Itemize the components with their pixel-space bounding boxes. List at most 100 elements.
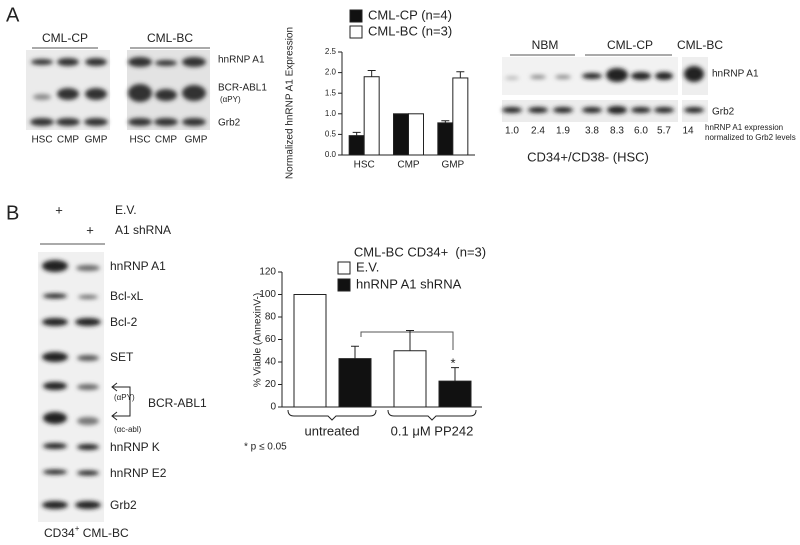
caption: CD34+ CML-BC — [44, 524, 129, 540]
x-tick-label: GMP — [441, 160, 464, 171]
row-label: hnRNP A1 — [218, 55, 265, 66]
quant-value: 3.8 — [585, 126, 599, 137]
bar — [452, 77, 469, 156]
legend-label: E.V. — [356, 259, 379, 274]
row-label: (αPY) — [114, 393, 135, 402]
x-tick-label: 0.1 μM PP242 — [391, 423, 474, 438]
row-label: hnRNP K — [110, 440, 160, 454]
caption-main: CD34 — [44, 526, 75, 540]
y-tick-label: 1.5 — [325, 88, 337, 97]
legend-swatch — [349, 25, 363, 39]
bar — [393, 350, 427, 408]
error-bar — [441, 120, 450, 123]
y-tick-label: 0.5 — [325, 130, 337, 139]
y-tick-label: 100 — [259, 289, 276, 300]
x-tick-label: HSC — [354, 160, 375, 171]
row-label: Bcl-2 — [110, 315, 138, 329]
quant-value: 8.3 — [610, 126, 624, 137]
caption-sup: + — [75, 524, 80, 533]
legend-label: CML-BC (n=3) — [368, 23, 452, 38]
bar — [338, 358, 372, 408]
error-bar — [352, 131, 361, 136]
lane-label: CMP — [57, 135, 80, 146]
group-label: CML-BC — [677, 38, 723, 52]
error-bar — [351, 345, 359, 359]
y-tick-label: 0.0 — [325, 150, 337, 159]
panel-label: B — [6, 202, 19, 224]
blot-b: hnRNP A1 Bcl-xL Bcl-2 SET (αPY) BCR-ABL1… — [38, 252, 207, 540]
row-label: Bcl-xL — [110, 289, 144, 303]
legend-label: hnRNP A1 shRNA — [356, 276, 462, 291]
group-label: CML-CP — [42, 31, 88, 45]
y-tick-label: 80 — [265, 312, 277, 323]
bar — [393, 113, 409, 156]
bar — [348, 135, 365, 156]
category-bracket — [287, 409, 377, 421]
row-label: Grb2 — [218, 118, 241, 129]
lane-label: HSC — [129, 135, 150, 146]
note: normalized to Grb2 levels — [705, 133, 796, 142]
y-tick-label: 1.0 — [325, 109, 337, 118]
row-label: SET — [110, 350, 134, 364]
panel-label: A — [6, 4, 20, 26]
error-bar — [451, 367, 459, 382]
quant-value: 5.7 — [657, 126, 671, 137]
quant-value: 2.4 — [531, 126, 545, 137]
quant-value: 1.0 — [505, 126, 519, 137]
y-tick-label: 120 — [259, 267, 276, 278]
lane-label: CMP — [155, 135, 178, 146]
row-label: (αPY) — [220, 95, 241, 104]
lane-label: GMP — [185, 135, 208, 146]
group-label: NBM — [532, 38, 559, 52]
y-axis-label: % Viable (AnnexinV-) — [253, 293, 264, 387]
row-label: Grb2 — [110, 498, 137, 512]
lane-label: HSC — [31, 135, 52, 146]
lane-label: GMP — [85, 135, 108, 146]
y-tick-label: 2.5 — [325, 47, 337, 56]
bar — [363, 76, 380, 156]
blot-right: NBM CML-CP CML-BC hnRNP A1 Grb2 1.0 2.4 1.… — [502, 38, 796, 164]
error-bar — [406, 330, 414, 351]
y-tick-label: 2.0 — [325, 68, 337, 77]
legend-label: CML-CP (n=4) — [368, 7, 452, 22]
condition-name: A1 shRNA — [115, 223, 171, 237]
legend-swatch — [349, 9, 363, 23]
row-label: Grb2 — [712, 107, 735, 118]
legend-swatch — [337, 261, 351, 275]
group-label: CML-CP — [607, 38, 653, 52]
condition-mark: + — [86, 222, 94, 237]
x-tick-label: untreated — [305, 423, 360, 438]
quant-value: 14 — [682, 126, 694, 137]
bar — [293, 294, 327, 408]
condition-mark: + — [55, 202, 63, 217]
row-label: hnRNP E2 — [110, 466, 167, 480]
bar — [437, 122, 454, 156]
bar — [438, 380, 472, 408]
y-tick-label: 60 — [265, 334, 277, 345]
footnote: * p ≤ 0.05 — [244, 442, 287, 453]
y-tick-label: 40 — [265, 357, 277, 368]
row-label: BCR-ABL1 — [148, 396, 207, 410]
error-bar — [456, 71, 465, 78]
quant-value: 1.9 — [556, 126, 570, 137]
caption-rest: CML-BC — [79, 526, 129, 540]
row-label: hnRNP A1 — [712, 69, 759, 80]
blot-left: CML-CP CML-BC hnRNP A1 BCR-ABL1 (αPY) Gr… — [26, 31, 267, 146]
bar — [408, 113, 424, 156]
group-label: CML-BC — [147, 31, 193, 45]
row-label: BCR-ABL1 — [218, 83, 267, 94]
condition-name: E.V. — [115, 203, 137, 217]
caption: CD34+/CD38- (HSC) — [527, 149, 649, 164]
chart-title: CML-BC CD34+ (n=3) — [354, 244, 486, 259]
category-bracket — [387, 409, 477, 421]
row-label: hnRNP A1 — [110, 259, 166, 273]
y-tick-label: 20 — [265, 379, 277, 390]
comparison-line — [360, 331, 454, 350]
y-tick-label: 0 — [270, 402, 276, 413]
note: hnRNP A1 expression — [705, 123, 783, 132]
y-axis-label: Normalized hnRNP A1 Expression — [285, 27, 296, 179]
annotation: * — [450, 355, 455, 370]
quant-value: 6.0 — [634, 126, 648, 137]
x-tick-label: CMP — [397, 160, 420, 171]
